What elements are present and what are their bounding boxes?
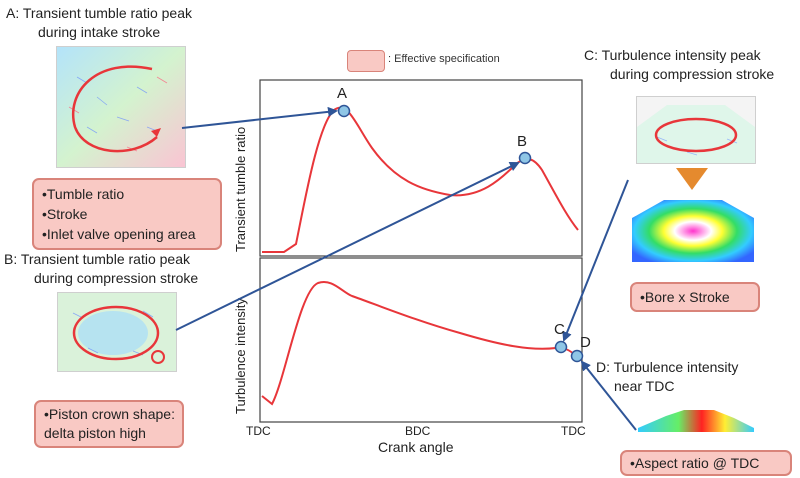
box-a-specs: •Tumble ratio •Stroke •Inlet valve openi… bbox=[32, 178, 222, 250]
point-b-marker bbox=[518, 151, 532, 165]
orange-down-arrow bbox=[676, 168, 708, 190]
box-b-item: delta piston high bbox=[44, 425, 146, 441]
arrow-d bbox=[580, 360, 637, 431]
point-a-marker bbox=[337, 104, 351, 118]
panel-c-title-line1: C: Turbulence intensity peak bbox=[584, 47, 761, 63]
top-plot-frame bbox=[259, 79, 583, 257]
arrow-c bbox=[562, 179, 629, 342]
point-d-label: D bbox=[580, 334, 591, 351]
cfd-image-b bbox=[57, 292, 177, 372]
point-a-label: A bbox=[337, 85, 347, 102]
box-c-item: •Bore x Stroke bbox=[640, 289, 730, 305]
arrow-a bbox=[181, 106, 338, 129]
cfd-image-c-top bbox=[636, 96, 756, 164]
x-axis-label: Crank angle bbox=[378, 439, 454, 455]
panel-c-title-line2: during compression stroke bbox=[610, 66, 775, 82]
bottom-plot-frame bbox=[259, 257, 583, 423]
point-d-marker bbox=[570, 349, 584, 363]
x-tick-tdc-end: TDC bbox=[561, 424, 586, 438]
arrow-b bbox=[175, 162, 520, 331]
point-c-marker bbox=[554, 340, 568, 354]
box-b-item: •Piston crown shape: bbox=[44, 406, 175, 422]
panel-a-title-line1: A: Transient tumble ratio peak bbox=[6, 5, 192, 21]
panel-d-title-line2: near TDC bbox=[614, 378, 675, 394]
box-a-item: •Inlet valve opening area bbox=[42, 226, 196, 242]
legend-label: : Effective specification bbox=[388, 53, 500, 65]
x-tick-bdc: BDC bbox=[405, 424, 431, 438]
panel-a-title-line2: during intake stroke bbox=[38, 24, 161, 40]
box-a-item: •Stroke bbox=[42, 206, 88, 222]
point-c-label: C bbox=[554, 321, 565, 338]
tumble-ratio-curve bbox=[262, 106, 579, 253]
legend-swatch bbox=[347, 50, 385, 72]
panel-b-title-line1: B: Transient tumble ratio peak bbox=[4, 251, 190, 267]
cfd-image-d bbox=[636, 404, 756, 434]
box-c-specs: •Bore x Stroke bbox=[630, 282, 760, 312]
cfd-image-a bbox=[56, 46, 186, 168]
panel-d-title-line1: D: Turbulence intensity bbox=[596, 359, 739, 375]
point-b-label: B bbox=[517, 133, 527, 150]
box-b-specs: •Piston crown shape: delta piston high bbox=[34, 400, 184, 448]
box-d-item: •Aspect ratio @ TDC bbox=[630, 455, 760, 471]
x-tick-tdc-start: TDC bbox=[246, 424, 271, 438]
cfd-image-c-contour bbox=[630, 196, 756, 264]
box-d-specs: •Aspect ratio @ TDC bbox=[620, 450, 792, 476]
box-a-item: •Tumble ratio bbox=[42, 186, 125, 202]
panel-b-title-line2: during compression stroke bbox=[34, 270, 199, 286]
